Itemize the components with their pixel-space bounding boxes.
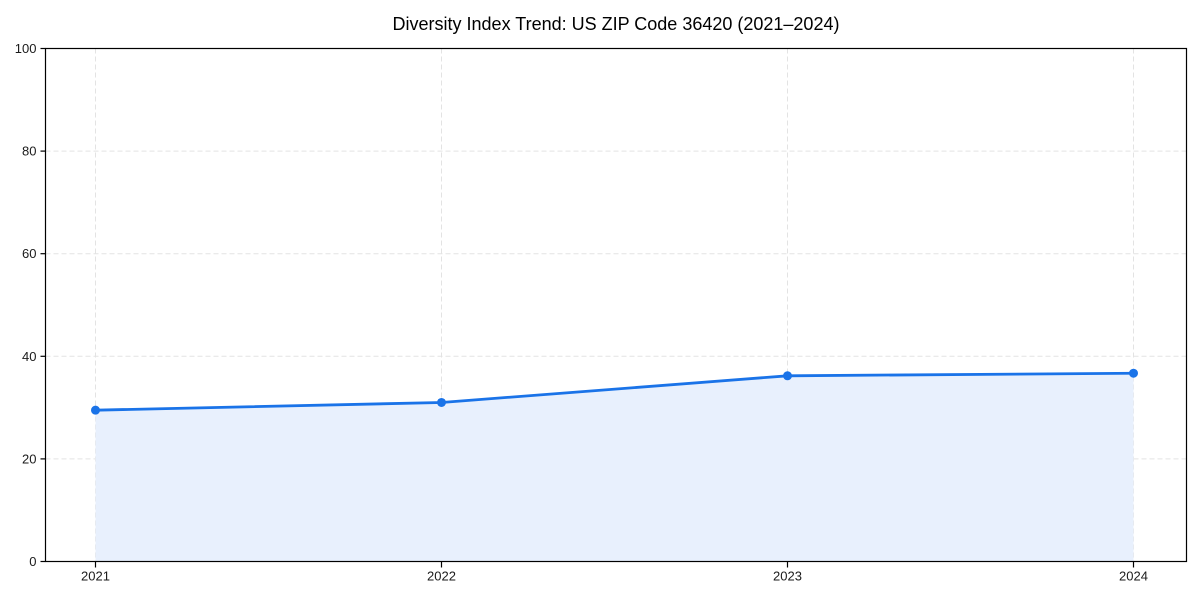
plot-border: [44, 47, 1188, 563]
x-tick-label: 2021: [81, 569, 110, 584]
y-tick-label: 0: [29, 554, 36, 569]
data-point: [1129, 368, 1138, 378]
y-tick-label: 100: [15, 41, 37, 56]
x-tick-label: 2023: [773, 569, 802, 584]
series-layer: [91, 368, 1138, 562]
y-tick-label: 80: [22, 144, 36, 159]
y-tick-label: 40: [22, 349, 36, 364]
y-tick-label: 20: [22, 451, 36, 466]
trend-line: [94, 371, 1135, 412]
x-tick-label: 2022: [427, 569, 456, 584]
area-fill: [95, 373, 1134, 562]
x-tick-label: 2024: [1119, 569, 1148, 584]
y-tick-label: 60: [22, 246, 36, 261]
data-point: [783, 371, 792, 381]
data-point: [91, 405, 100, 415]
axes-layer: 0 20 40 60 80 100 2021 2022 2023 2024: [15, 41, 1188, 584]
data-point: [437, 397, 446, 407]
chart-title: Diversity Index Trend: US ZIP Code 36420…: [393, 14, 840, 34]
